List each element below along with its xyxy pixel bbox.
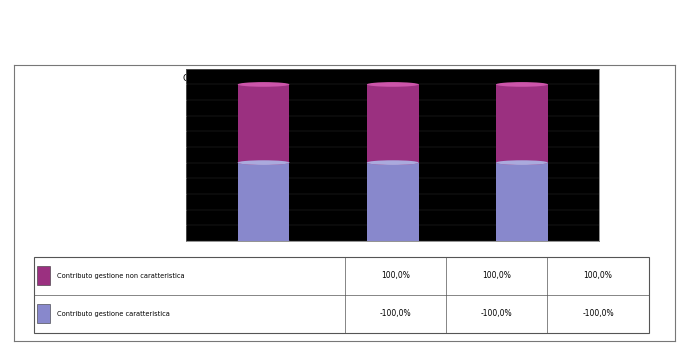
Text: Contributo gestione non caratteristica: Contributo gestione non caratteristica	[56, 273, 185, 279]
Text: 100,0%: 100,0%	[482, 271, 511, 280]
Bar	[238, 84, 289, 163]
Bar	[496, 84, 548, 163]
Ellipse shape	[496, 160, 548, 165]
Ellipse shape	[496, 160, 548, 165]
Text: Contributo della gestione caratteristica e non caratteristica al risultato netto: Contributo della gestione caratteristica…	[183, 74, 506, 94]
Text: -100,0%: -100,0%	[481, 309, 513, 318]
Bar	[367, 163, 419, 241]
Text: -100,0%: -100,0%	[582, 309, 614, 318]
Bar	[34, 257, 649, 333]
Bar	[367, 84, 419, 163]
Ellipse shape	[238, 160, 289, 165]
Ellipse shape	[238, 82, 289, 87]
Ellipse shape	[367, 238, 419, 243]
Ellipse shape	[238, 160, 289, 165]
Ellipse shape	[367, 160, 419, 165]
Bar	[238, 163, 289, 241]
Ellipse shape	[496, 82, 548, 87]
Text: -100,0%: -100,0%	[380, 309, 411, 318]
Ellipse shape	[367, 82, 419, 87]
Ellipse shape	[496, 238, 548, 243]
Bar	[496, 163, 548, 241]
Text: 100,0%: 100,0%	[584, 271, 613, 280]
Ellipse shape	[238, 238, 289, 243]
Bar	[37, 304, 50, 323]
Ellipse shape	[367, 160, 419, 165]
Text: Grafico 2.1 - Contributo della gestione caratteristica e non caratteristica al r: Grafico 2.1 - Contributo della gestione …	[67, 15, 622, 38]
Text: Contributo gestione caratteristica: Contributo gestione caratteristica	[56, 311, 169, 316]
Bar	[37, 266, 50, 285]
Text: 100,0%: 100,0%	[381, 271, 410, 280]
